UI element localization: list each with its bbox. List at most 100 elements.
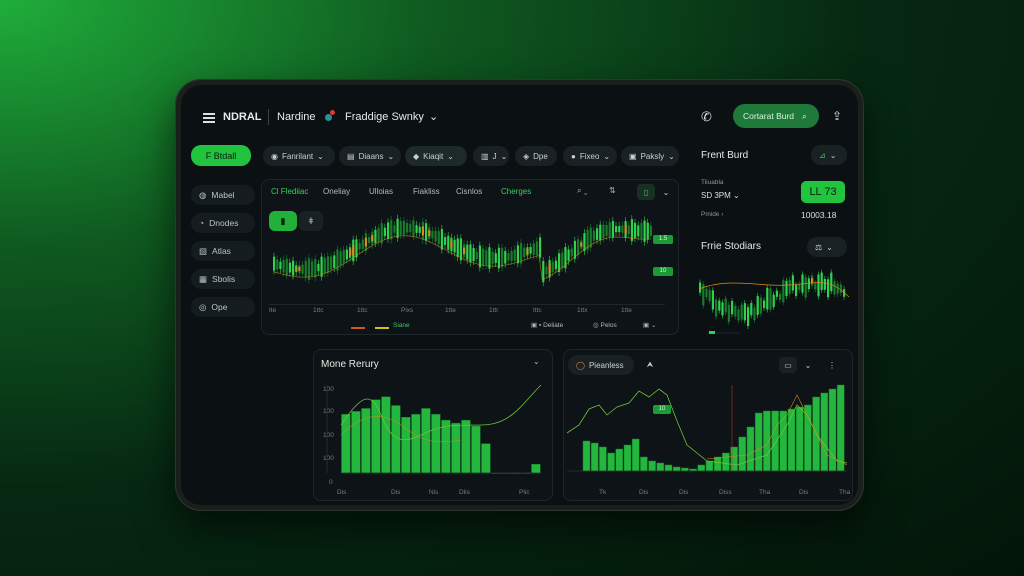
bar	[746, 426, 755, 472]
candle-body	[627, 225, 630, 235]
right-panel-title: Frent Burd	[701, 150, 749, 161]
tab-4[interactable]: Cisnlos	[456, 187, 483, 196]
sidebar-item-dnodes[interactable]: ◔ Dnodes	[191, 213, 255, 233]
price-button[interactable]: LL 73	[801, 181, 845, 203]
section-label[interactable]: Nardine	[277, 111, 316, 123]
primary-button[interactable]: F Btdall	[191, 145, 251, 166]
candle-body	[285, 258, 288, 276]
more-icon[interactable]: ⋮	[828, 360, 836, 370]
fullscreen-icon[interactable]: ▣ ⌄	[643, 322, 657, 329]
candle-body	[836, 283, 839, 294]
tab-5[interactable]: Cherges	[501, 187, 532, 196]
candle-body	[839, 284, 842, 294]
bar	[615, 448, 624, 472]
bar	[754, 412, 763, 472]
candle-icon: ▮	[280, 216, 286, 226]
candle-body	[478, 245, 482, 268]
x-tick: Dis	[391, 489, 401, 496]
navigate-icon[interactable]: ⮝	[646, 360, 654, 369]
search-icon: ⌕	[802, 110, 807, 121]
cta-button[interactable]: Cortarat Burd ⌕	[733, 104, 819, 128]
candle-body	[456, 238, 459, 258]
candle-mode-button[interactable]: ▮	[269, 211, 297, 231]
candle-body	[333, 255, 336, 268]
sidebar-item-sbolis[interactable]: ▦ Sbolis	[191, 269, 255, 289]
candle-body	[747, 307, 750, 326]
filter-pill[interactable]: ▣ Paksly ⌄	[621, 146, 679, 166]
sidebar-item-mabel[interactable]: ◍ Mabel	[191, 185, 255, 205]
footer-link[interactable]: ▣ ▪ Deliate	[531, 322, 564, 329]
search-icon[interactable]: ⌕ ⌄	[577, 186, 588, 195]
x-tick: Dis	[337, 489, 347, 496]
x-tick: 1tte	[621, 307, 632, 314]
compare-icon[interactable]: ⇅	[609, 186, 616, 195]
phone-icon[interactable]: ✆	[701, 109, 712, 124]
candle-body	[428, 230, 431, 237]
candle-body	[475, 252, 478, 259]
bar	[441, 419, 451, 474]
candle-body	[804, 277, 807, 298]
filter-pill[interactable]: ◉ Fanrilant ⌄	[263, 146, 335, 166]
bar	[461, 419, 471, 474]
filter-pill[interactable]: ▥ J ⌄	[473, 146, 509, 166]
status-dot-icon	[325, 114, 332, 121]
legend-label: Siane	[393, 322, 410, 329]
candle-body	[727, 304, 730, 322]
candle-body	[374, 229, 377, 244]
bar-chart	[326, 384, 542, 474]
bottom-right-tab[interactable]: ◯ Pieanless	[568, 355, 634, 375]
candle-body	[791, 275, 794, 291]
menu-icon[interactable]	[203, 113, 215, 123]
candle-body	[643, 220, 646, 242]
footer-link[interactable]: ◎ Pelos	[593, 322, 617, 329]
candle-body	[542, 261, 545, 283]
candle-body	[779, 293, 782, 300]
chevron-down-icon[interactable]: ⌄	[533, 357, 540, 366]
candle-body	[387, 222, 390, 240]
candle-body	[772, 294, 775, 308]
workspace-selector[interactable]: Fraddige Swnky	[345, 111, 424, 123]
candle-body	[501, 248, 504, 268]
tab-1[interactable]: Oneliay	[323, 187, 351, 196]
save-icon[interactable]: ▭	[779, 357, 797, 373]
sidebar-item-ope[interactable]: ◎ Ope	[191, 297, 255, 317]
panel-options[interactable]: ⊿ ⌄	[811, 145, 847, 165]
filter-pill[interactable]: ◆ Kiaqit ⌄	[405, 146, 467, 166]
panel-options[interactable]: ⚖ ⌄	[807, 237, 847, 257]
bar	[640, 456, 648, 472]
legend-swatch	[375, 327, 389, 329]
candle-body	[507, 252, 510, 261]
chevron-down-icon[interactable]: ⌄	[804, 360, 812, 370]
candle-body	[608, 222, 611, 238]
chevron-down-icon[interactable]: ⌄	[429, 111, 439, 123]
candle-body	[529, 247, 532, 254]
pin-icon[interactable]: ▯	[637, 184, 655, 200]
candle-body	[326, 256, 330, 273]
sidebar-item-atlas[interactable]: ▧ Atlas	[191, 241, 255, 261]
filter-pill[interactable]: ◈ Dpe	[515, 146, 557, 166]
chevron-down-icon[interactable]: ⌄	[662, 187, 670, 197]
bar	[730, 446, 738, 472]
list-icon: ▤	[347, 151, 355, 161]
share-icon[interactable]: ⇪	[832, 109, 843, 123]
filter-pill[interactable]: ▤ Diaans ⌄	[339, 146, 401, 166]
candle-body	[459, 238, 463, 261]
y-tick: 0	[329, 479, 333, 486]
candle-body	[602, 224, 605, 239]
candle-body	[393, 225, 396, 233]
candle-body	[548, 264, 551, 274]
x-tick: Tk	[599, 489, 607, 496]
filter-pill[interactable]: ● Fixeo ⌄	[563, 146, 617, 166]
tab-0[interactable]: Cl Flediiac	[271, 187, 309, 196]
candle-body	[551, 261, 554, 273]
tab-3[interactable]: Fiakliss	[413, 187, 440, 196]
price-badge: 1.5	[653, 235, 673, 244]
candle-body	[292, 260, 295, 276]
x-tick: 1ttr	[489, 307, 499, 314]
bottom-left-title: Mone Rerury	[321, 359, 379, 370]
bar	[582, 440, 591, 472]
candle-body	[444, 237, 447, 245]
y-tick: 100	[323, 455, 334, 462]
line-mode-button[interactable]: ǂ	[299, 211, 323, 231]
tab-2[interactable]: Ulloias	[369, 187, 394, 196]
